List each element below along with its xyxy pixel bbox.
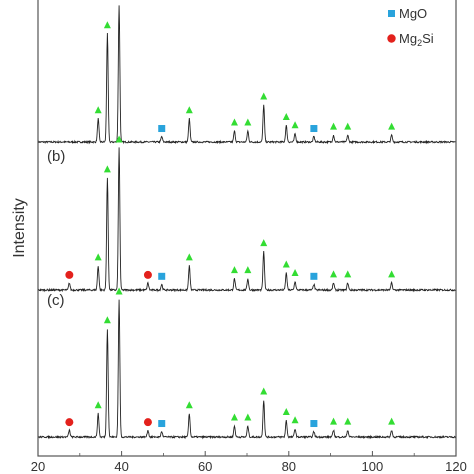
mg-peak-marker: [260, 239, 268, 247]
xrd-trace: [37, 5, 457, 145]
mgo-peak-marker: [158, 420, 166, 428]
mg-peak-marker: [94, 253, 102, 261]
x-tick-label: 120: [445, 459, 467, 474]
mg-peak-marker: [103, 165, 111, 173]
marker-layer: [65, 21, 396, 428]
mg-peak-marker: [230, 118, 238, 126]
y-axis-label: Intensity: [11, 198, 28, 258]
legend-mg2si-label: Mg2Si: [399, 31, 434, 48]
mg-peak-marker: [344, 270, 352, 278]
legend-mg2si-label-main: Mg: [399, 31, 417, 46]
mgo-peak-marker: [310, 272, 318, 280]
mg-peak-marker: [330, 122, 338, 130]
mg-peak-marker: [282, 113, 290, 121]
legend-mgo-label: MgO: [399, 6, 427, 21]
trace-layer: [37, 5, 457, 440]
x-tick-label: 40: [114, 459, 128, 474]
mg-peak-marker: [230, 413, 238, 421]
mg-peak-marker: [388, 417, 396, 425]
mgo-peak-marker: [310, 125, 318, 133]
legend-mg2si-label-tail: Si: [422, 31, 434, 46]
mg-peak-marker: [282, 260, 290, 268]
x-tick-label: 80: [282, 459, 296, 474]
mg-peak-marker: [388, 122, 396, 130]
mg-peak-marker: [185, 253, 193, 261]
panel-label-c: (c): [47, 292, 65, 309]
xrd-trace: [37, 147, 457, 293]
mg-peak-marker: [244, 266, 252, 274]
mg-peak-marker: [230, 266, 238, 274]
mg2si-peak-marker: [143, 270, 152, 279]
mg-peak-marker: [291, 416, 299, 424]
mg-peak-marker: [344, 417, 352, 425]
mg-peak-marker: [244, 413, 252, 421]
legend: MgO Mg2Si: [387, 6, 434, 48]
mg-peak-marker: [291, 268, 299, 276]
mg-peak-marker: [185, 401, 193, 409]
x-tick-layer: 20 40 60 80 100 120: [31, 451, 467, 474]
mg-peak-marker: [260, 387, 268, 395]
mg2si-peak-marker: [143, 418, 152, 427]
mg2si-peak-marker: [65, 418, 74, 427]
mgo-peak-marker: [158, 125, 166, 133]
mg2si-peak-marker: [65, 270, 74, 279]
legend-mg2si-marker: [387, 34, 396, 43]
mg-peak-marker: [330, 270, 338, 278]
mg-peak-marker: [185, 106, 193, 114]
mg-peak-marker: [244, 118, 252, 126]
mg-peak-marker: [330, 417, 338, 425]
legend-mg2si-label-sub: 2: [417, 38, 422, 48]
mg-peak-marker: [94, 106, 102, 114]
mg-peak-marker: [94, 401, 102, 409]
mgo-peak-marker: [310, 420, 318, 428]
legend-mgo-marker: [388, 10, 395, 17]
mg-peak-marker: [103, 21, 111, 29]
mg-peak-marker: [344, 122, 352, 130]
mg-peak-marker: [115, 135, 123, 143]
panel-label-b: (b): [47, 148, 65, 165]
mgo-peak-marker: [158, 272, 166, 280]
mg-peak-marker: [115, 287, 123, 295]
mg-peak-marker: [103, 316, 111, 324]
plot-frame: [37, 0, 457, 457]
x-tick-label: 100: [362, 459, 384, 474]
mg-peak-marker: [388, 270, 396, 278]
mg-peak-marker: [260, 92, 268, 100]
x-tick-label: 60: [198, 459, 212, 474]
mg-peak-marker: [291, 121, 299, 129]
xrd-trace: [37, 299, 457, 440]
mg-peak-marker: [282, 408, 290, 416]
x-tick-label: 20: [31, 459, 45, 474]
